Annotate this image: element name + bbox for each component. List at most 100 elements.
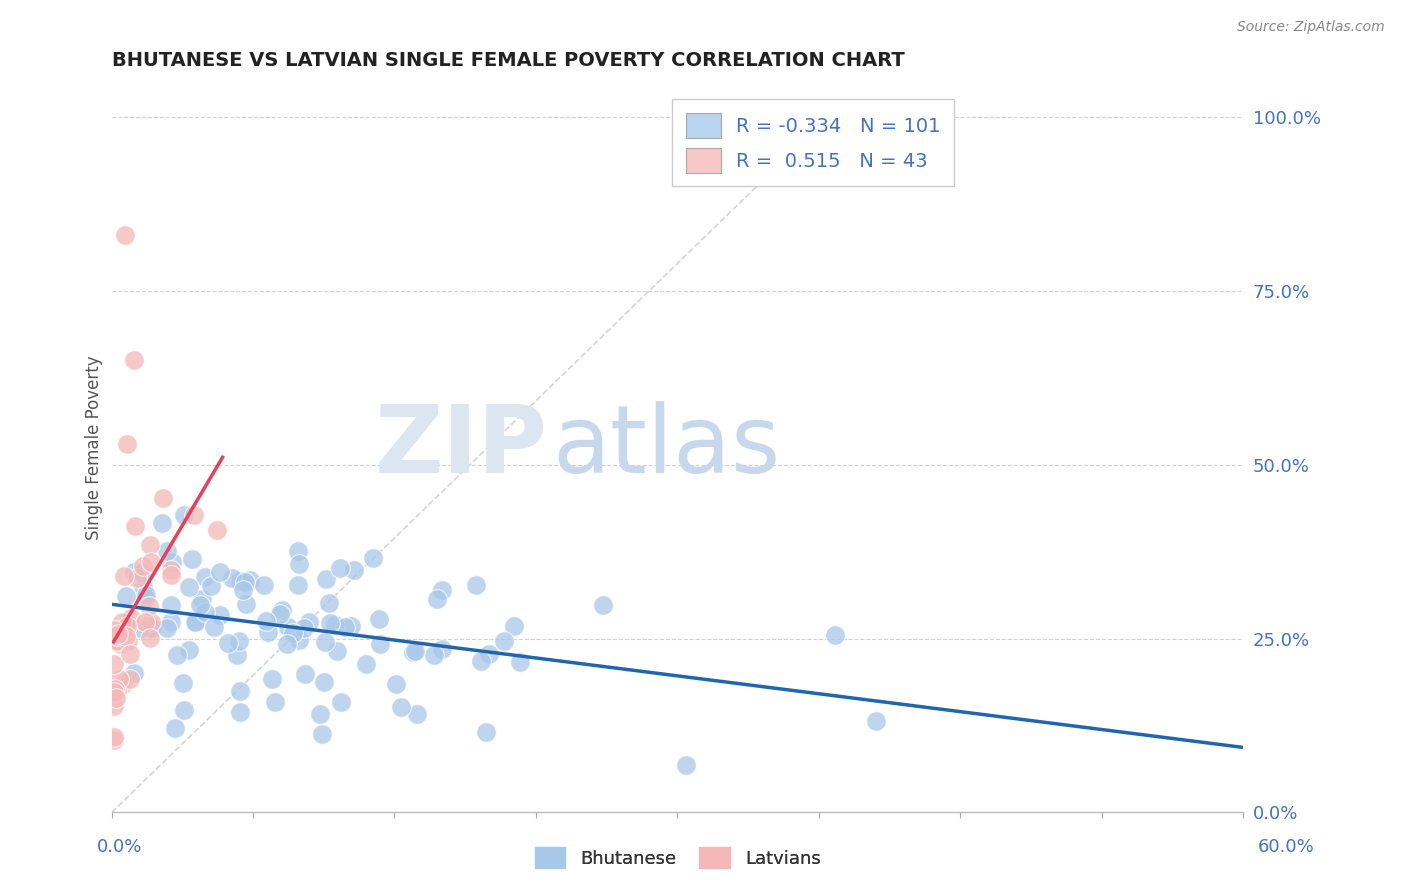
Legend: Bhutanese, Latvians: Bhutanese, Latvians [526,838,828,877]
Point [103,685,125,699]
Point [108,673,131,687]
Point [406,706,429,721]
Point [115,619,138,633]
Point [333,620,356,634]
Point [294,667,316,681]
Point [194,569,217,583]
Point [404,644,426,658]
Point [160,563,183,577]
Point [141,621,163,635]
Text: Source: ZipAtlas.com: Source: ZipAtlas.com [1237,20,1385,34]
Point [188,598,211,612]
Point [107,627,129,641]
Point [111,615,134,630]
Point [423,648,446,663]
Text: 60.0%: 60.0% [1258,838,1315,855]
Point [124,519,146,533]
Point [329,561,352,575]
Point [239,573,262,587]
Point [228,633,250,648]
Point [235,597,257,611]
Point [122,666,145,681]
Point [194,605,217,619]
Point [311,727,333,741]
Point [824,628,846,642]
Point [229,705,252,719]
Point [228,574,250,588]
Point [172,676,194,690]
Point [384,676,406,690]
Point [120,611,142,625]
Point [494,634,516,648]
Point [122,565,145,579]
Point [132,559,155,574]
Point [122,353,145,368]
Y-axis label: Single Female Poverty: Single Female Poverty [86,355,103,540]
Point [191,592,214,607]
Point [115,615,138,630]
Point [186,615,208,629]
Point [134,615,156,629]
Point [103,634,125,648]
Point [103,684,125,698]
Point [315,572,337,586]
Point [163,721,186,735]
Point [141,555,163,569]
Point [675,757,697,772]
Point [138,620,160,634]
Point [287,578,309,592]
Point [277,620,299,634]
Point [131,566,153,580]
Point [134,591,156,605]
Point [160,599,183,613]
Point [430,582,453,597]
Point [103,730,125,744]
Point [139,632,162,646]
Point [292,622,315,636]
Point [208,607,231,622]
Point [114,228,136,243]
Point [108,637,131,651]
Point [166,648,188,662]
Point [465,578,488,592]
Point [287,632,309,647]
Point [160,615,183,630]
Point [253,577,276,591]
Point [592,599,614,613]
Point [115,437,138,451]
Point [281,625,304,640]
Point [271,603,294,617]
Point [173,703,195,717]
Point [125,571,148,585]
Point [103,657,125,671]
Point [354,657,377,671]
Point [118,648,141,662]
Point [217,636,239,650]
Point [177,642,200,657]
Point [343,563,366,577]
Point [314,635,336,649]
Point [105,633,128,648]
Point [103,732,125,747]
Point [475,725,498,739]
Point [226,648,249,662]
Point [183,508,205,522]
Point [138,599,160,613]
Point [391,700,413,714]
Point [104,682,127,697]
Point [105,684,128,698]
Text: BHUTANESE VS LATVIAN SINGLE FEMALE POVERTY CORRELATION CHART: BHUTANESE VS LATVIAN SINGLE FEMALE POVER… [111,51,904,70]
Point [180,551,202,566]
Point [402,644,425,658]
Point [139,615,162,629]
Point [152,491,174,505]
Point [156,543,179,558]
Point [184,615,207,629]
Point [160,568,183,582]
Point [298,615,321,629]
Point [262,672,284,686]
Point [503,619,526,633]
Point [111,677,134,691]
Point [287,558,309,572]
Point [287,543,309,558]
